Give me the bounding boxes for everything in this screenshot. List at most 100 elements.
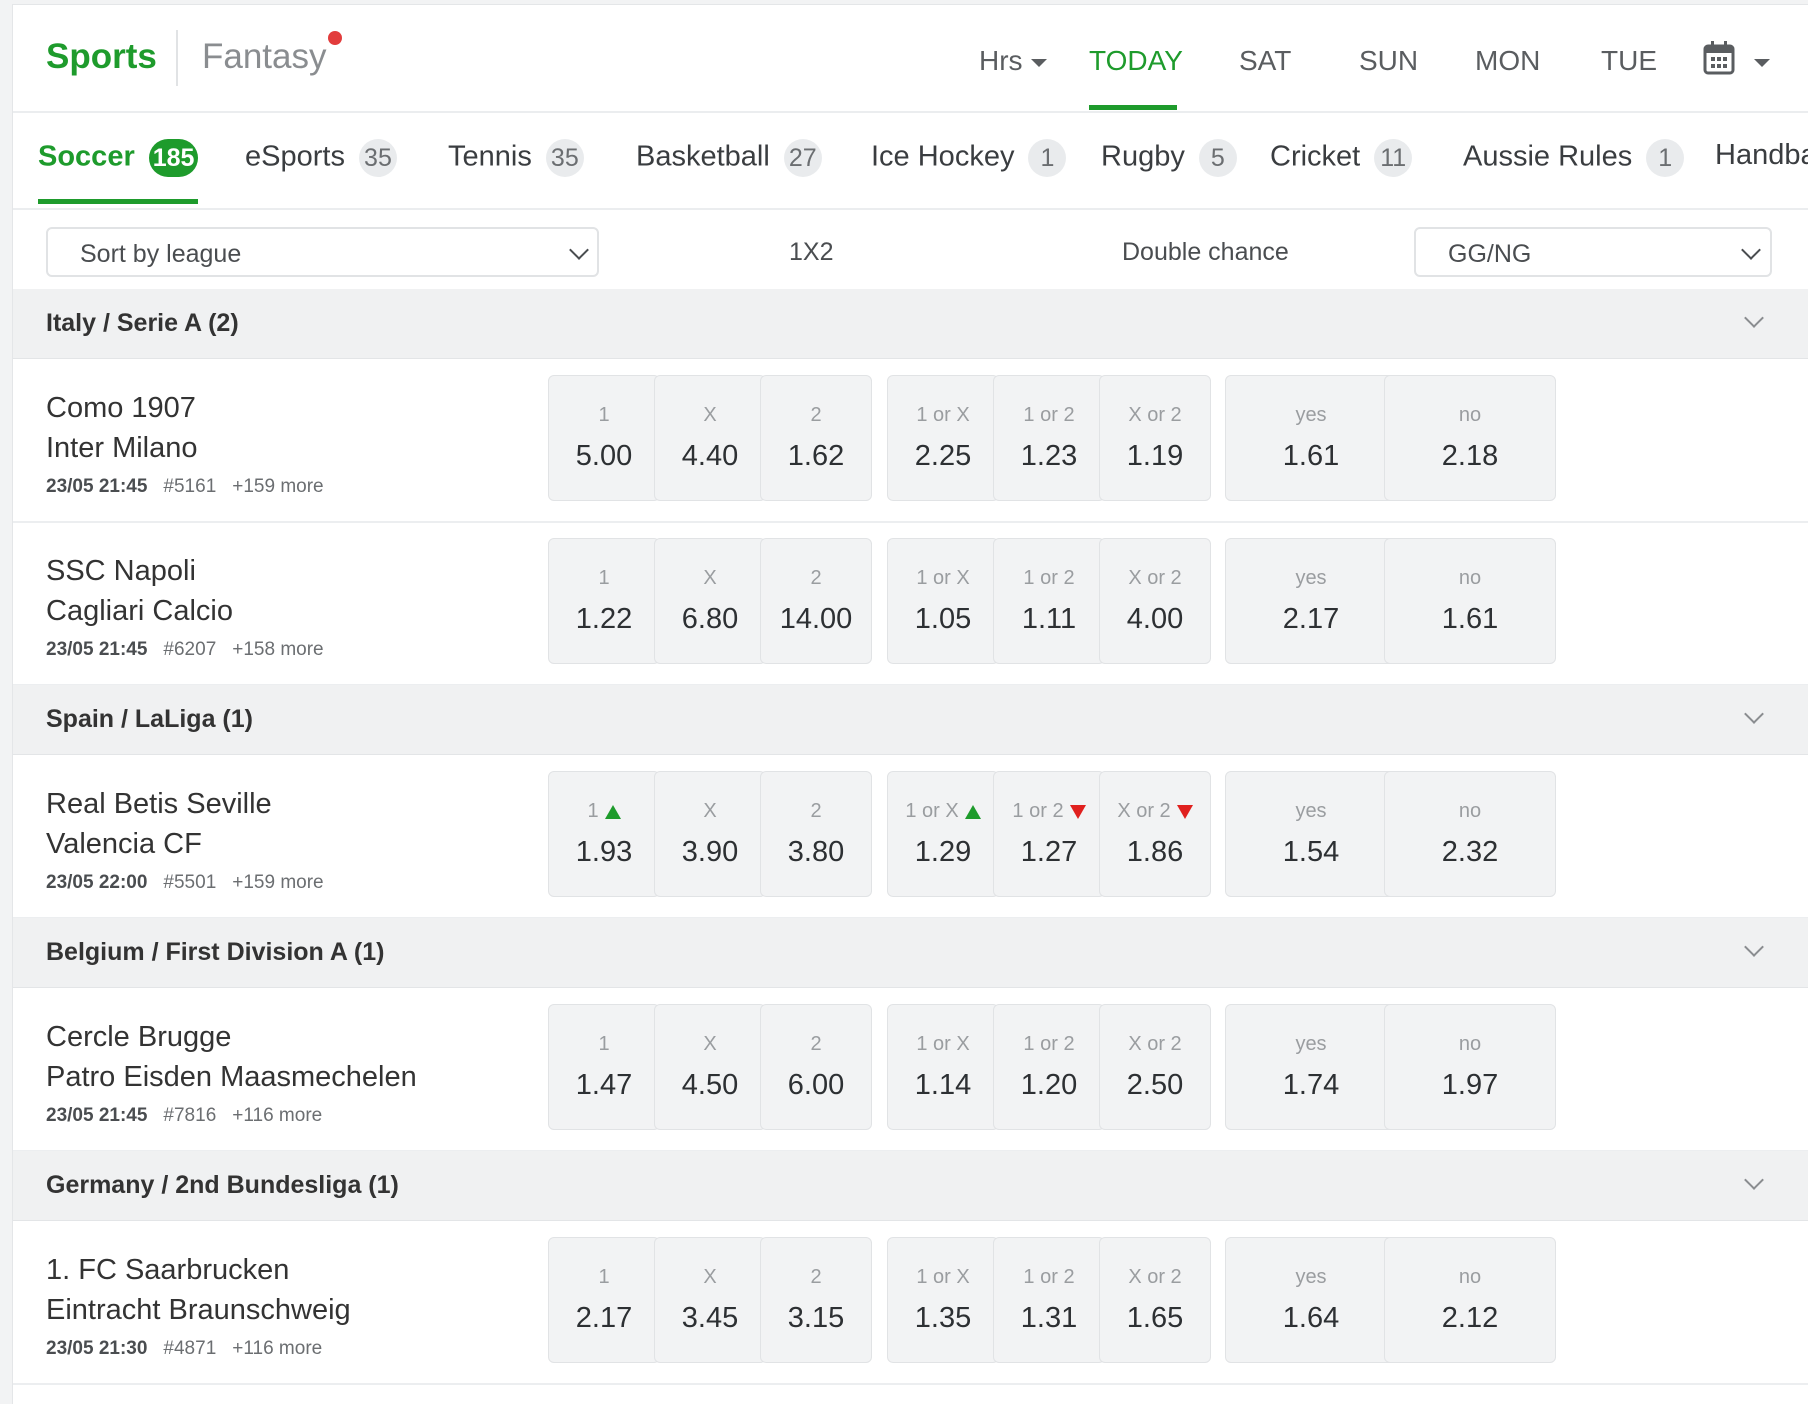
odds-button-d1x[interactable]: 1 or X 1.05 xyxy=(887,538,999,664)
odds-button-no[interactable]: no 2.12 xyxy=(1384,1237,1556,1363)
odds-value: 1.05 xyxy=(914,603,972,635)
odds-button-d12[interactable]: 1 or 2 1.23 xyxy=(993,375,1105,501)
league-header[interactable]: Spain / LaLiga (1) xyxy=(13,685,1808,755)
away-team[interactable]: Inter Milano xyxy=(46,432,198,464)
hrs-dropdown[interactable]: Hrs xyxy=(979,45,1047,77)
market-select[interactable]: GG/NG xyxy=(1414,227,1772,277)
date-tab-sat[interactable]: SAT xyxy=(1239,45,1292,76)
chevron-down-icon[interactable] xyxy=(1744,1170,1764,1190)
odds-button-m1[interactable]: 1 5.00 xyxy=(548,375,660,501)
odds-button-m2[interactable]: 2 3.80 xyxy=(760,771,872,897)
home-team[interactable]: Como 1907 xyxy=(46,392,196,424)
odds-button-mx[interactable]: X 4.40 xyxy=(654,375,766,501)
sort-by-select[interactable]: Sort by league xyxy=(46,227,599,277)
odds-button-d12[interactable]: 1 or 2 1.20 xyxy=(993,1004,1105,1130)
odds-button-dx2[interactable]: X or 2 2.50 xyxy=(1099,1004,1211,1130)
league-header[interactable]: Belgium / First Division A (1) xyxy=(13,918,1808,988)
count-badge: 1 xyxy=(1646,139,1685,177)
odds-button-yes[interactable]: yes 1.61 xyxy=(1225,375,1397,501)
odds-button-m1[interactable]: 1 1.93 xyxy=(548,771,660,897)
sport-tab-label: Rugby xyxy=(1101,140,1185,173)
date-tab-tue[interactable]: TUE xyxy=(1601,45,1657,76)
sport-tab-handball[interactable]: Handba xyxy=(1715,139,1808,172)
away-team[interactable]: Cagliari Calcio xyxy=(46,595,233,627)
odds-button-d1x[interactable]: 1 or X 2.25 xyxy=(887,375,999,501)
odds-button-d12[interactable]: 1 or 2 1.11 xyxy=(993,538,1105,664)
odds-button-m1[interactable]: 1 1.47 xyxy=(548,1004,660,1130)
sport-tab-basketball[interactable]: Basketball 27 xyxy=(636,139,822,177)
calendar-icon[interactable] xyxy=(1703,41,1735,75)
home-team[interactable]: SSC Napoli xyxy=(46,555,196,587)
league-header[interactable]: Germany / 2nd Bundesliga (1) xyxy=(13,1151,1808,1221)
odds-button-m1[interactable]: 1 1.22 xyxy=(548,538,660,664)
chevron-down-icon[interactable] xyxy=(1744,937,1764,957)
odds-button-no[interactable]: no 1.97 xyxy=(1384,1004,1556,1130)
odds-button-no[interactable]: no 1.61 xyxy=(1384,538,1556,664)
sport-tab-esports[interactable]: eSports 35 xyxy=(245,139,397,177)
odds-button-mx[interactable]: X 3.45 xyxy=(654,1237,766,1363)
odds-button-mx[interactable]: X 3.90 xyxy=(654,771,766,897)
sport-tab-cricket[interactable]: Cricket 11 xyxy=(1270,139,1413,177)
sport-tab-tennis[interactable]: Tennis 35 xyxy=(448,139,584,177)
odds-value: 2.17 xyxy=(575,1302,633,1334)
league-header[interactable]: Italy / Serie A (2) xyxy=(13,289,1808,359)
sport-tab-label: eSports xyxy=(245,140,345,173)
odds-button-yes[interactable]: yes 2.17 xyxy=(1225,538,1397,664)
sport-tab-ice-hockey[interactable]: Ice Hockey 1 xyxy=(871,139,1067,177)
more-markets-link[interactable]: +158 more xyxy=(232,639,324,660)
odds-button-d12[interactable]: 1 or 2 1.27 xyxy=(993,771,1105,897)
odds-button-dx2[interactable]: X or 2 1.65 xyxy=(1099,1237,1211,1363)
odds-button-d1x[interactable]: 1 or X 1.35 xyxy=(887,1237,999,1363)
more-markets-link[interactable]: +159 more xyxy=(232,872,324,893)
away-team[interactable]: Valencia CF xyxy=(46,828,202,860)
home-team[interactable]: Real Betis Seville xyxy=(46,788,272,820)
odds-button-m2[interactable]: 2 6.00 xyxy=(760,1004,872,1130)
calendar-dropdown-icon[interactable] xyxy=(1754,59,1770,67)
away-team[interactable]: Patro Eisden Maasmechelen xyxy=(46,1061,417,1093)
odds-label-wrap: X or 2 xyxy=(1100,404,1210,427)
odds-value: 1.97 xyxy=(1441,1069,1499,1101)
brand-divider xyxy=(176,30,178,86)
more-markets-link[interactable]: +159 more xyxy=(232,476,324,497)
odds-label: 1 or X xyxy=(916,1033,970,1055)
odds-button-m1[interactable]: 1 2.17 xyxy=(548,1237,660,1363)
odds-button-mx[interactable]: X 6.80 xyxy=(654,538,766,664)
odds-button-dx2[interactable]: X or 2 1.86 xyxy=(1099,771,1211,897)
home-team[interactable]: 1. FC Saarbrucken xyxy=(46,1254,290,1286)
more-markets-link[interactable]: +116 more xyxy=(232,1338,323,1359)
odds-button-no[interactable]: no 2.18 xyxy=(1384,375,1556,501)
sports-tab[interactable]: Sports xyxy=(46,37,157,76)
sport-tab-soccer[interactable]: Soccer 185 xyxy=(38,139,199,177)
chevron-down-icon[interactable] xyxy=(1744,308,1764,328)
odds-button-m2[interactable]: 2 3.15 xyxy=(760,1237,872,1363)
odds-value: 6.80 xyxy=(681,603,739,635)
date-tab-mon[interactable]: MON xyxy=(1475,45,1541,76)
odds-button-yes[interactable]: yes 1.74 xyxy=(1225,1004,1397,1130)
odds-button-dx2[interactable]: X or 2 4.00 xyxy=(1099,538,1211,664)
odds-value: 1.35 xyxy=(914,1302,972,1334)
chevron-down-icon[interactable] xyxy=(1744,704,1764,724)
sport-tab-aussie-rules[interactable]: Aussie Rules 1 xyxy=(1463,139,1685,177)
odds-button-yes[interactable]: yes 1.54 xyxy=(1225,771,1397,897)
date-tab-today[interactable]: TODAY xyxy=(1089,45,1183,76)
away-team[interactable]: Eintracht Braunschweig xyxy=(46,1294,351,1326)
odds-button-dx2[interactable]: X or 2 1.19 xyxy=(1099,375,1211,501)
odds-label-wrap: X or 2 xyxy=(1100,800,1210,823)
fantasy-tab[interactable]: Fantasy xyxy=(202,37,327,76)
odds-button-m2[interactable]: 2 14.00 xyxy=(760,538,872,664)
odds-button-d1x[interactable]: 1 or X 1.29 xyxy=(887,771,999,897)
odds-value: 3.15 xyxy=(787,1302,845,1334)
kickoff-time: 23/05 21:45 xyxy=(46,1105,148,1126)
odds-label: 1 xyxy=(598,1033,610,1055)
odds-button-d12[interactable]: 1 or 2 1.31 xyxy=(993,1237,1105,1363)
date-tab-sun[interactable]: SUN xyxy=(1359,45,1419,76)
odds-button-yes[interactable]: yes 1.64 xyxy=(1225,1237,1397,1363)
sport-tab-rugby[interactable]: Rugby 5 xyxy=(1101,139,1237,177)
odds-label: yes xyxy=(1295,1033,1327,1055)
odds-button-d1x[interactable]: 1 or X 1.14 xyxy=(887,1004,999,1130)
more-markets-link[interactable]: +116 more xyxy=(232,1105,323,1126)
odds-button-mx[interactable]: X 4.50 xyxy=(654,1004,766,1130)
odds-button-m2[interactable]: 2 1.62 xyxy=(760,375,872,501)
odds-button-no[interactable]: no 2.32 xyxy=(1384,771,1556,897)
home-team[interactable]: Cercle Brugge xyxy=(46,1021,232,1053)
